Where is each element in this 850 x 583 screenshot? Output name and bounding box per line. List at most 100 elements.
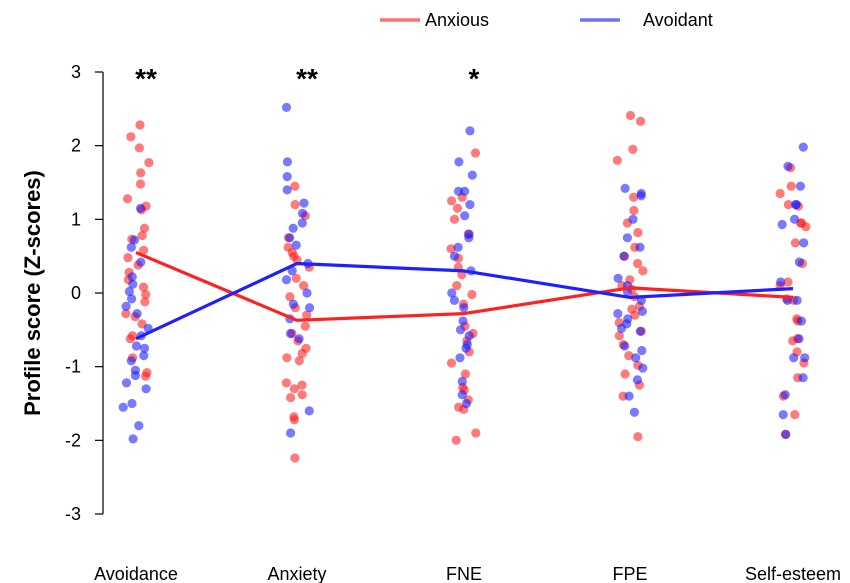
anxious-point bbox=[289, 415, 299, 425]
y-tick-label: 1 bbox=[71, 209, 81, 229]
significance-mark: * bbox=[469, 63, 480, 94]
anxious-point bbox=[628, 144, 638, 154]
anxious-point bbox=[636, 116, 646, 126]
avoidant-point bbox=[282, 185, 292, 195]
anxious-point bbox=[629, 192, 639, 202]
avoidant-point bbox=[796, 316, 807, 326]
legend-label-avoidant: Avoidant bbox=[643, 10, 713, 30]
avoidant-point bbox=[629, 407, 640, 417]
avoidant-point bbox=[798, 142, 808, 152]
anxious-point bbox=[470, 148, 481, 158]
anxious-point bbox=[286, 393, 296, 403]
anxious-point bbox=[291, 273, 301, 283]
anxious-point bbox=[126, 132, 136, 142]
anxious-point bbox=[783, 200, 794, 210]
avoidant-point bbox=[465, 126, 475, 136]
x-tick-label: FPE bbox=[612, 564, 647, 583]
avoidant-point bbox=[783, 161, 793, 171]
anxious-point bbox=[297, 348, 307, 358]
avoidant-point bbox=[776, 277, 786, 287]
anxious-point bbox=[471, 428, 481, 438]
anxious-point bbox=[612, 155, 623, 165]
avoidant-point bbox=[447, 288, 457, 298]
anxious-point bbox=[134, 143, 144, 153]
avoidant-point bbox=[305, 303, 315, 313]
anxious-point bbox=[638, 266, 648, 276]
avoidant-point bbox=[136, 257, 146, 267]
avoidant-point bbox=[799, 238, 809, 248]
x-axis: Avoidance Anxiety FNE FPE Self-esteem bbox=[94, 564, 841, 583]
avoidant-point bbox=[281, 275, 292, 285]
avoidant-point bbox=[459, 303, 469, 313]
anxious-point bbox=[633, 258, 643, 269]
avoidant-point bbox=[281, 102, 292, 112]
anxious-point bbox=[135, 120, 145, 130]
avoidant-point bbox=[622, 233, 633, 243]
anxious-point bbox=[141, 371, 151, 381]
avoidant-point bbox=[127, 272, 137, 282]
anxious-point bbox=[790, 410, 800, 420]
avoidant-point bbox=[620, 341, 630, 351]
anxious-point bbox=[467, 289, 477, 300]
avoidant-point bbox=[778, 410, 788, 420]
avoidant-point bbox=[619, 251, 629, 261]
avoidant-point bbox=[132, 309, 142, 319]
avoidant-point bbox=[297, 208, 308, 218]
avoidant-point bbox=[126, 356, 136, 366]
avoidant-point bbox=[465, 200, 475, 210]
avoidant-point bbox=[461, 398, 471, 409]
x-tick-label: Anxiety bbox=[267, 564, 326, 583]
avoidant-point bbox=[302, 288, 312, 298]
avoidant-point bbox=[460, 211, 470, 221]
anxious-point bbox=[122, 194, 133, 204]
anxious-point bbox=[302, 310, 312, 320]
anxious-point bbox=[452, 203, 463, 213]
anxious-point bbox=[299, 281, 309, 291]
x-tick-label: FNE bbox=[446, 564, 482, 583]
avoidant-point bbox=[800, 353, 810, 363]
anxious-point bbox=[297, 390, 307, 400]
anxious-point bbox=[786, 181, 796, 191]
avoidant-point bbox=[467, 170, 477, 180]
anxious-point bbox=[121, 309, 131, 319]
x-tick-label: Avoidance bbox=[94, 564, 178, 583]
anxious-point bbox=[141, 289, 151, 300]
anxious-point bbox=[614, 331, 624, 341]
y-axis-title: Profile score (Z-scores) bbox=[20, 170, 45, 416]
anxious-point bbox=[790, 238, 801, 248]
avoidant-point bbox=[457, 376, 467, 386]
anxious-point bbox=[289, 384, 299, 394]
anxious-point bbox=[629, 205, 639, 216]
avoidant-point bbox=[287, 266, 297, 276]
avoidant-point bbox=[794, 334, 804, 344]
avoidant-point bbox=[288, 223, 298, 233]
avoidant-point bbox=[790, 214, 800, 224]
y-tick-label: -3 bbox=[65, 504, 81, 524]
anxious-mean-line bbox=[135, 251, 794, 322]
avoidant-point bbox=[453, 242, 463, 252]
avoidant-point bbox=[637, 345, 647, 356]
avoidant-point bbox=[613, 273, 623, 283]
avoidant-point bbox=[454, 157, 464, 167]
avoidant-point bbox=[291, 240, 301, 250]
avoidant-point bbox=[632, 375, 643, 385]
avoidant-point bbox=[128, 279, 138, 289]
legend-label-anxious: Anxious bbox=[425, 10, 489, 30]
anxious-point bbox=[139, 223, 150, 233]
anxious-point bbox=[138, 282, 149, 292]
anxious-point bbox=[123, 253, 133, 263]
avoidant-mean-line bbox=[135, 261, 794, 341]
avoidant-point bbox=[131, 341, 142, 351]
anxious-point bbox=[290, 181, 300, 191]
anxious-point bbox=[452, 281, 462, 291]
avoidant-point bbox=[777, 219, 787, 230]
avoidant-point bbox=[294, 334, 304, 344]
anxious-point bbox=[624, 351, 634, 361]
anxious-point bbox=[625, 110, 636, 121]
anxious-point bbox=[783, 277, 793, 287]
avoidant-point bbox=[780, 390, 790, 400]
avoidant-point bbox=[288, 299, 298, 309]
y-tick-label: 3 bbox=[71, 62, 81, 82]
anxious-point bbox=[135, 179, 146, 189]
